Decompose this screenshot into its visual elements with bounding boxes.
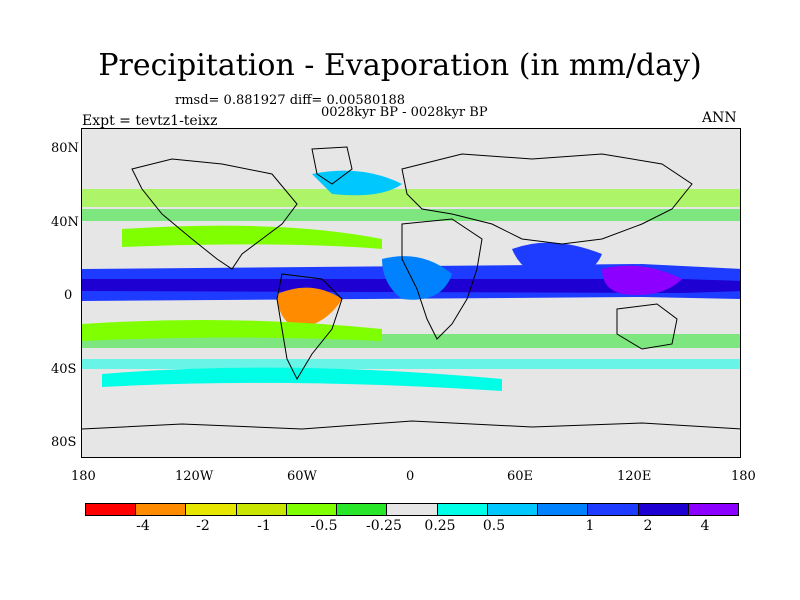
map-panel (81, 128, 741, 458)
north-atlantic-cyan (312, 170, 402, 196)
season-label: ANN (702, 110, 737, 126)
lon-label-180w: 180 (71, 469, 96, 484)
colorbar-swatch (387, 504, 438, 515)
colorbar-swatch (186, 504, 237, 515)
lat-label-40n: 40N (51, 215, 79, 230)
colorbar-label: -4 (136, 518, 150, 534)
subtropic-green-n (122, 225, 382, 249)
subtropic-green-s (82, 320, 382, 341)
period-label: 0028kyr BP - 0028kyr BP (321, 105, 488, 120)
lon-label-120e: 120E (617, 469, 652, 484)
colorbar-swatch (638, 504, 689, 515)
map-canvas (82, 129, 740, 457)
colorbar-swatch (538, 504, 589, 515)
colorbar-swatch (487, 504, 539, 515)
colorbar-label: -0.5 (310, 518, 338, 534)
africa-blue (382, 256, 452, 300)
figure-title: Precipitation - Evaporation (in mm/day) (98, 48, 702, 83)
lon-label-60w: 60W (287, 469, 317, 484)
colorbar-label: -2 (196, 518, 210, 534)
colorbar-label: -1 (257, 518, 271, 534)
colorbar-label: -0.25 (366, 518, 402, 534)
australia-coast (616, 303, 678, 350)
colorbar-label: 0.25 (424, 518, 456, 534)
colorbar-swatch (688, 504, 739, 515)
colorbar-swatch (86, 504, 137, 515)
coastlines (82, 146, 740, 430)
eurasia-coast (401, 153, 693, 245)
colorbar-swatch (286, 504, 338, 515)
africa-coast (401, 218, 483, 340)
colorbar-label: 1 (585, 518, 595, 534)
south-america-coast (276, 273, 343, 381)
colorbar (85, 503, 739, 516)
colorbar-label: 2 (643, 518, 653, 534)
lat-label-0: 0 (64, 288, 73, 303)
experiment-label: Expt = tevtz1-teixz (82, 113, 218, 129)
amazon-dry (277, 287, 342, 329)
colorbar-swatch (136, 504, 187, 515)
lon-label-60e: 60E (507, 469, 534, 484)
lat-label-80n: 80N (51, 141, 79, 156)
lat-label-40s: 40S (51, 362, 77, 377)
colorbar-label: 0.5 (482, 518, 506, 534)
colorbar-label: 4 (700, 518, 710, 534)
maritime-violet (602, 265, 682, 295)
antarctica-coast (82, 420, 740, 430)
field-band (82, 209, 740, 221)
field-band (82, 359, 740, 369)
colorbar-swatch (236, 504, 287, 515)
lon-label-120w: 120W (175, 469, 214, 484)
southern-ocean-cyan (102, 367, 502, 391)
colorbar-swatch (437, 504, 488, 515)
north-america-coast (131, 158, 298, 270)
lat-label-80s: 80S (51, 435, 77, 450)
indian-ocean-blue (512, 242, 602, 279)
colorbar-swatch (337, 504, 388, 515)
greenland-coast (311, 146, 353, 185)
field-patches (82, 170, 740, 391)
stats-line: rmsd= 0.881927 diff= 0.00580188 (175, 93, 406, 108)
lon-label-0: 0 (406, 469, 415, 484)
colorbar-swatch (588, 504, 639, 515)
lon-label-180e: 180 (731, 469, 756, 484)
